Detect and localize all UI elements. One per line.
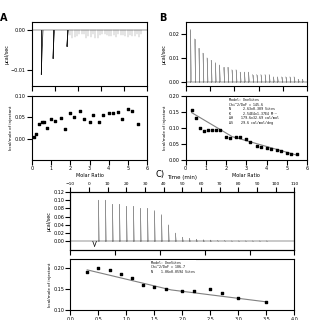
Point <box>84 269 90 275</box>
Point <box>152 284 157 290</box>
Y-axis label: kcal/mole of injectant: kcal/mole of injectant <box>163 106 167 150</box>
Point <box>135 121 140 126</box>
Point <box>36 121 41 126</box>
Point <box>87 119 92 124</box>
Y-axis label: μcal/sec: μcal/sec <box>4 44 9 64</box>
X-axis label: Molar Ratio: Molar Ratio <box>76 172 104 178</box>
Text: C): C) <box>156 170 164 179</box>
Y-axis label: kcal/mole of injectant: kcal/mole of injectant <box>10 106 13 150</box>
Point <box>234 134 239 140</box>
Point <box>163 286 168 292</box>
Text: B: B <box>159 13 166 23</box>
Point <box>72 115 77 120</box>
Point <box>97 119 102 124</box>
Point <box>294 151 300 156</box>
Point <box>244 137 249 142</box>
Point <box>39 119 44 124</box>
Point <box>58 116 63 121</box>
Point <box>219 291 224 296</box>
Point <box>100 113 106 118</box>
Point <box>68 110 73 116</box>
Point <box>141 282 146 287</box>
Point <box>224 134 229 139</box>
Point <box>107 267 112 272</box>
Point <box>213 127 219 132</box>
Point <box>116 109 121 114</box>
Point <box>189 108 194 113</box>
Point <box>31 134 36 139</box>
Point <box>62 127 67 132</box>
Point <box>288 152 293 157</box>
Point <box>77 108 83 114</box>
Point <box>33 132 38 137</box>
Point <box>201 129 206 134</box>
Point <box>264 299 269 304</box>
Point <box>197 125 202 131</box>
Point <box>254 143 259 148</box>
X-axis label: Molar Ratio: Molar Ratio <box>232 172 260 178</box>
Point <box>110 110 115 116</box>
Point <box>238 134 243 139</box>
Text: A: A <box>0 13 7 23</box>
Point <box>125 106 131 111</box>
Point <box>106 110 111 116</box>
Point <box>52 118 58 123</box>
Point <box>208 286 213 292</box>
Point <box>274 148 279 153</box>
Y-axis label: kcal/mole of injectant: kcal/mole of injectant <box>48 263 52 307</box>
Point <box>129 276 135 281</box>
Point <box>278 148 284 154</box>
Point <box>191 289 196 294</box>
Point <box>81 117 86 122</box>
Point <box>42 120 47 125</box>
Point <box>91 113 96 118</box>
Y-axis label: μcal/sec: μcal/sec <box>162 44 167 64</box>
Point <box>209 127 214 132</box>
Point <box>193 116 198 121</box>
Point <box>218 128 223 133</box>
Point <box>258 145 263 150</box>
Point <box>45 125 50 131</box>
Point <box>236 295 241 300</box>
Point <box>120 117 125 122</box>
Point <box>129 108 134 114</box>
Point <box>205 127 211 132</box>
Text: Model: OneSites
Chi^2/DoF = 186.7
N    1.06±0.0594 Sites: Model: OneSites Chi^2/DoF = 186.7 N 1.06… <box>151 261 195 274</box>
Point <box>248 140 253 145</box>
Text: Model: OneSites
Chi^2/DoF = 145.6
N      2.63±0.309 Sites
K      2.54E4±1.37E4 M: Model: OneSites Chi^2/DoF = 145.6 N 2.63… <box>229 98 279 125</box>
X-axis label: Time (min): Time (min) <box>167 175 197 180</box>
Point <box>96 265 101 270</box>
Point <box>49 117 54 122</box>
Point <box>284 150 290 156</box>
Point <box>264 145 269 150</box>
Point <box>118 272 124 277</box>
Point <box>180 289 185 294</box>
Point <box>228 135 233 140</box>
Y-axis label: μcal/sec: μcal/sec <box>47 211 52 231</box>
Point <box>268 146 273 151</box>
